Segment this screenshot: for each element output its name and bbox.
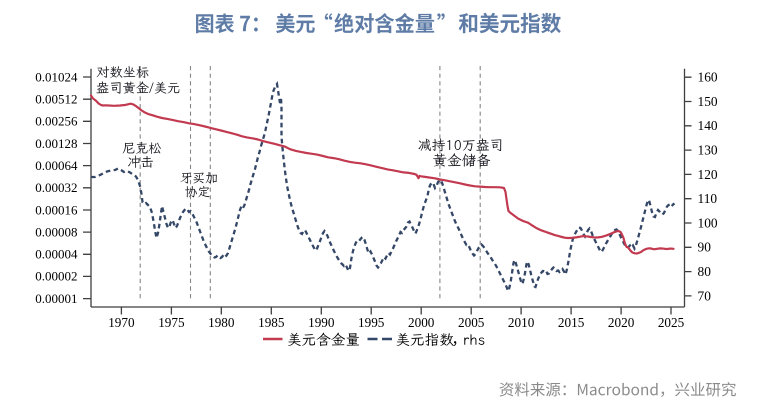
svg-text:0.00004: 0.00004: [35, 247, 78, 262]
svg-text:100: 100: [698, 215, 718, 230]
svg-text:0.00256: 0.00256: [35, 114, 78, 129]
svg-text:0.00016: 0.00016: [35, 202, 78, 217]
svg-text:2000: 2000: [408, 315, 435, 330]
svg-text:1995: 1995: [358, 315, 385, 330]
svg-text:0.00032: 0.00032: [35, 180, 77, 195]
svg-text:110: 110: [698, 191, 718, 206]
svg-text:1990: 1990: [308, 315, 335, 330]
svg-text:0.00008: 0.00008: [35, 224, 77, 239]
svg-text:2010: 2010: [508, 315, 535, 330]
svg-text:90: 90: [698, 240, 712, 255]
svg-text:1985: 1985: [258, 315, 285, 330]
svg-text:2025: 2025: [658, 315, 685, 330]
svg-text:0.00512: 0.00512: [35, 92, 77, 107]
svg-text:0.00001: 0.00001: [35, 291, 77, 306]
svg-text:0.00064: 0.00064: [35, 158, 78, 173]
svg-text:0.00128: 0.00128: [35, 136, 77, 151]
svg-text:130: 130: [698, 143, 718, 158]
svg-text:160: 160: [698, 70, 718, 85]
svg-text:2005: 2005: [458, 315, 485, 330]
svg-text:0.00002: 0.00002: [35, 269, 77, 284]
svg-text:120: 120: [698, 167, 718, 182]
svg-text:2015: 2015: [558, 315, 585, 330]
svg-text:70: 70: [698, 288, 712, 303]
svg-text:0.01024: 0.01024: [35, 69, 78, 84]
svg-text:1980: 1980: [208, 315, 235, 330]
svg-text:2020: 2020: [608, 315, 635, 330]
svg-text:1970: 1970: [108, 315, 135, 330]
svg-text:80: 80: [698, 264, 712, 279]
svg-text:1975: 1975: [158, 315, 185, 330]
svg-text:140: 140: [698, 118, 718, 133]
svg-text:150: 150: [698, 94, 718, 109]
